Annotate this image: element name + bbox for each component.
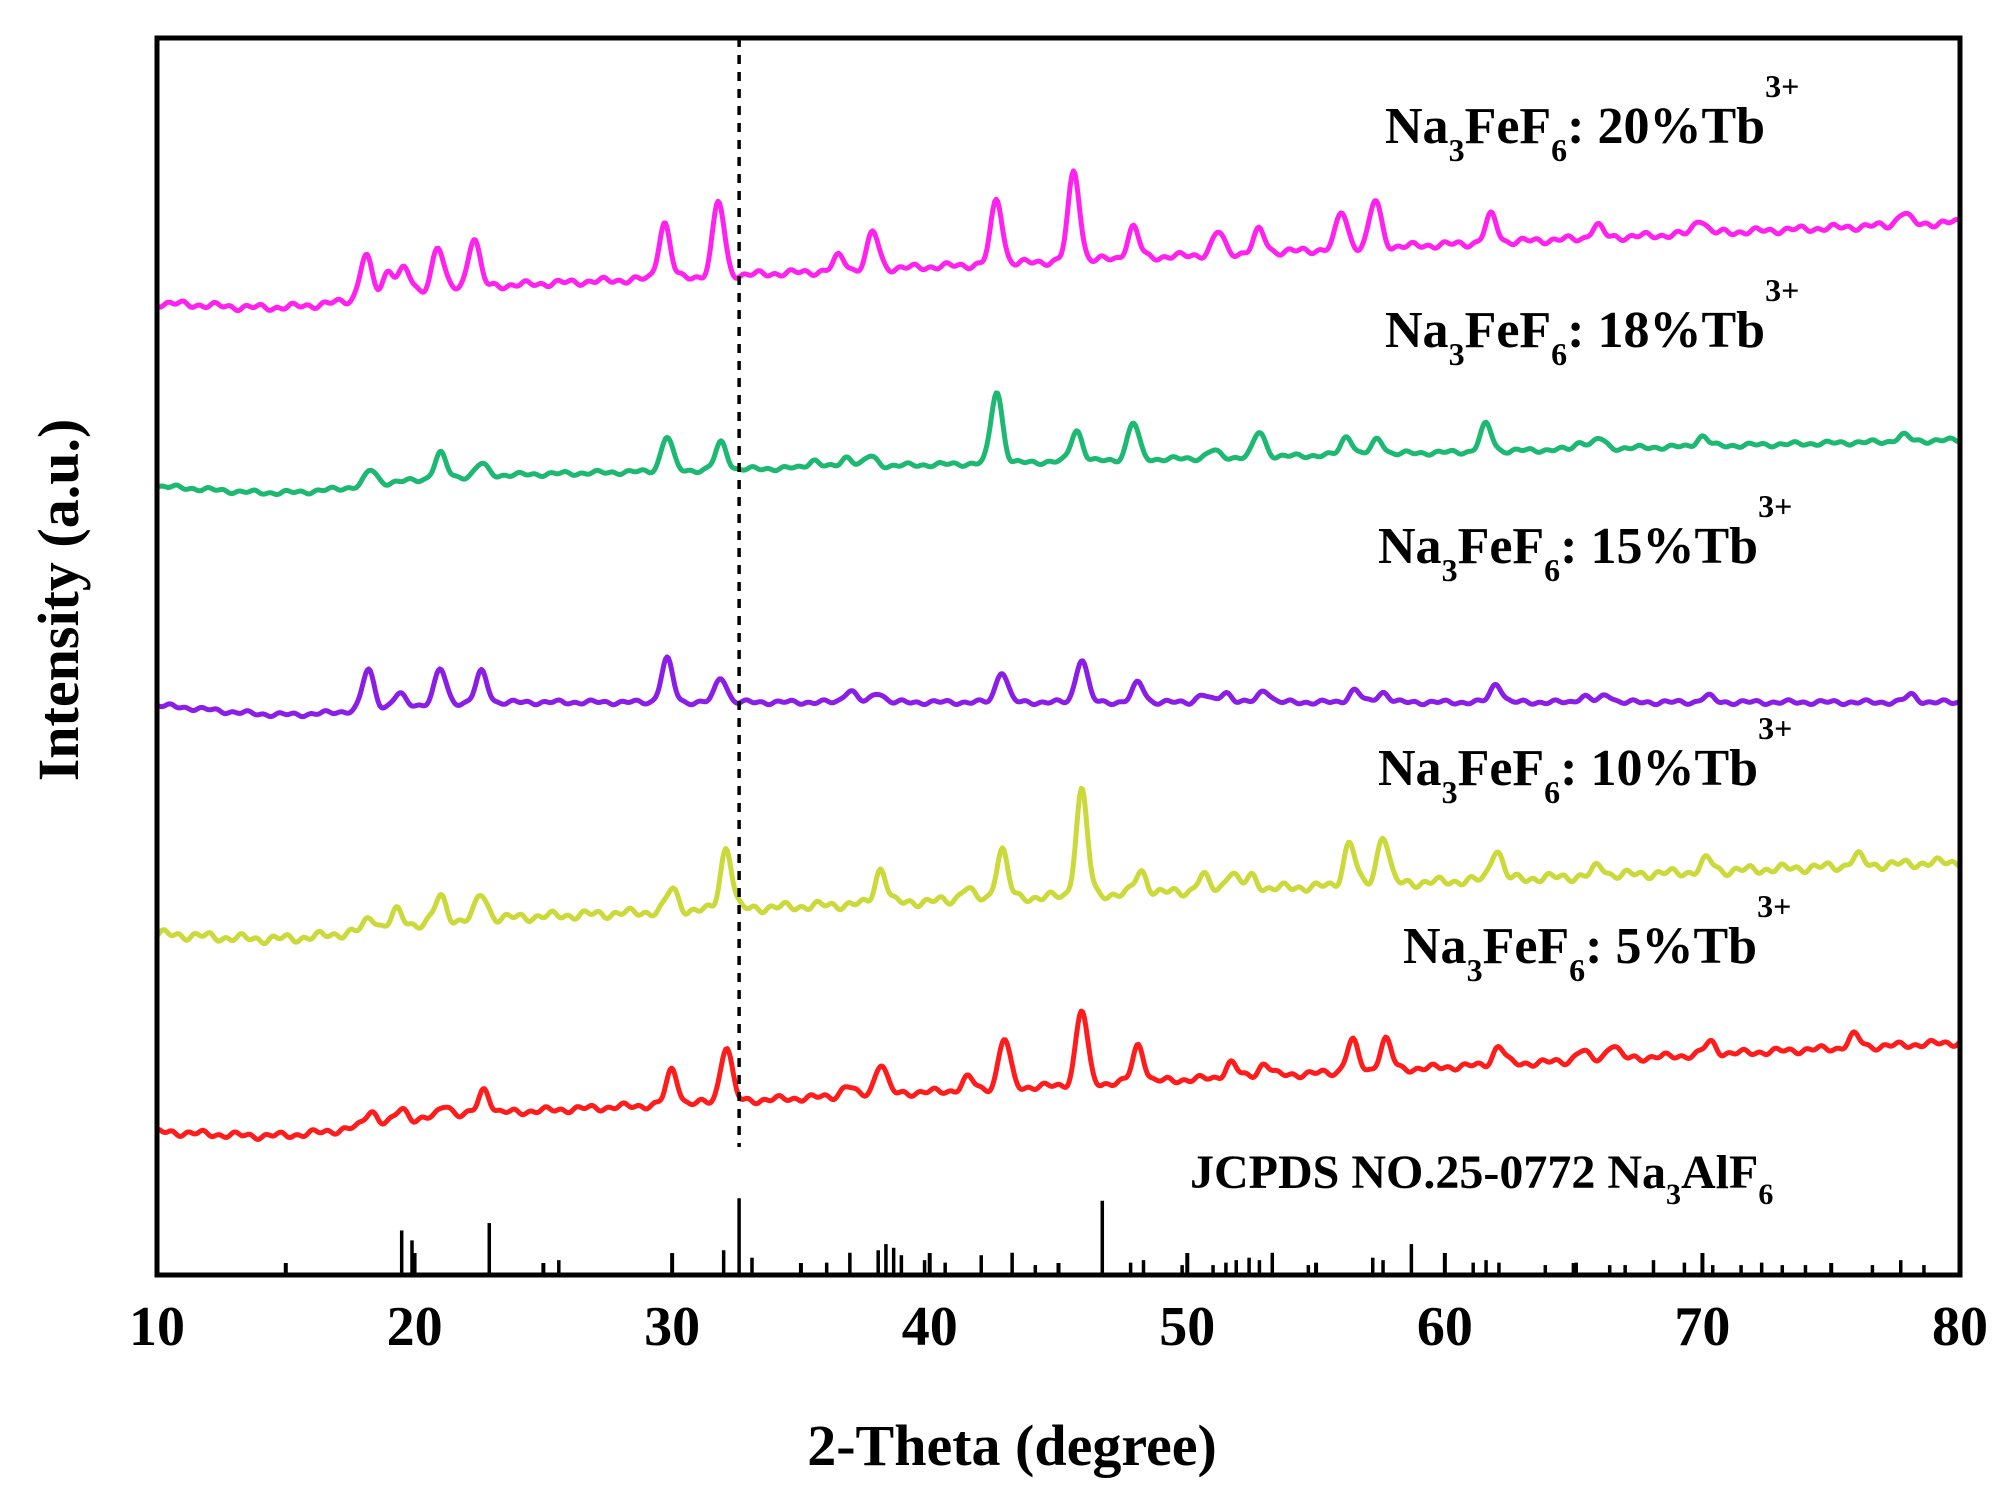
x-tick-label: 70 bbox=[1674, 1296, 1730, 1358]
series-label-3: Na3FeF6: 10%Tb3+ bbox=[1378, 710, 1792, 810]
series-layer bbox=[155, 168, 1961, 1142]
series-label-part: FeF bbox=[1458, 740, 1545, 797]
series-label-part: 6 bbox=[1569, 952, 1585, 988]
series-label-part: FeF bbox=[1465, 302, 1552, 359]
series-label-part: 3+ bbox=[1758, 710, 1792, 746]
x-axis-label: 2-Theta (degree) bbox=[807, 1413, 1217, 1478]
reference-pattern-layer: JCPDS NO.25-0772 Na3AlF6 bbox=[399, 1146, 1926, 1275]
series-label-part: FeF bbox=[1483, 918, 1570, 975]
x-tick-label: 50 bbox=[1159, 1296, 1215, 1358]
series-label-part: 3 bbox=[1449, 132, 1465, 168]
series-label-0: Na3FeF6: 20%Tb3+ bbox=[1385, 68, 1799, 168]
series-label-part: 3+ bbox=[1765, 68, 1799, 104]
series-label-part: Na bbox=[1378, 740, 1442, 797]
series-label-part: 6 bbox=[1544, 774, 1560, 810]
reference-label-part: 6 bbox=[1758, 1178, 1773, 1211]
x-tick-label: 20 bbox=[387, 1296, 443, 1358]
series-label-1: Na3FeF6: 18%Tb3+ bbox=[1385, 272, 1799, 372]
axis-layer: 10 20 30 40 50 60 70 80 bbox=[129, 35, 1988, 1358]
series-label-part: 6 bbox=[1544, 552, 1560, 588]
series-label-part: 3 bbox=[1442, 774, 1458, 810]
x-tick-label: 40 bbox=[902, 1296, 958, 1358]
x-tick-label: 30 bbox=[644, 1296, 700, 1358]
series-label-part: 6 bbox=[1551, 336, 1567, 372]
reference-label-part: 3 bbox=[1666, 1178, 1681, 1211]
series-label-part: : 10%Tb bbox=[1560, 740, 1758, 797]
series-label-part: : 5%Tb bbox=[1585, 918, 1757, 975]
x-tick-label: 80 bbox=[1932, 1296, 1988, 1358]
reference-label-part: JCPDS NO.25-0772 Na bbox=[1190, 1146, 1666, 1199]
x-tick-label: 10 bbox=[129, 1296, 185, 1358]
series-line-4 bbox=[156, 1008, 1961, 1142]
series-label-part: Na bbox=[1378, 518, 1442, 575]
series-label-layer: Na3FeF6: 20%Tb3+Na3FeF6: 18%Tb3+Na3FeF6:… bbox=[1378, 68, 1799, 988]
series-label-part: Na bbox=[1385, 302, 1449, 359]
series-label-part: Na bbox=[1385, 98, 1449, 155]
series-label-part: 3+ bbox=[1758, 488, 1792, 524]
series-label-part: 3+ bbox=[1757, 888, 1791, 924]
series-label-part: : 15%Tb bbox=[1560, 518, 1758, 575]
reference-pattern-label: JCPDS NO.25-0772 Na3AlF6 bbox=[1190, 1146, 1773, 1211]
reference-label-part: AlF bbox=[1681, 1146, 1758, 1199]
series-label-2: Na3FeF6: 15%Tb3+ bbox=[1378, 488, 1792, 588]
y-axis-label: Intensity (a.u.) bbox=[26, 419, 91, 782]
series-label-part: FeF bbox=[1458, 518, 1545, 575]
series-label-part: 6 bbox=[1551, 132, 1567, 168]
series-label-part: 3 bbox=[1442, 552, 1458, 588]
series-label-part: : 18%Tb bbox=[1567, 302, 1765, 359]
series-line-3 bbox=[155, 785, 1961, 947]
series-line-2 bbox=[156, 654, 1960, 720]
series-label-part: 3 bbox=[1467, 952, 1483, 988]
x-tick-label: 60 bbox=[1417, 1296, 1473, 1358]
series-label-part: Na bbox=[1403, 918, 1467, 975]
series-label-4: Na3FeF6: 5%Tb3+ bbox=[1403, 888, 1791, 988]
series-label-part: FeF bbox=[1465, 98, 1552, 155]
series-line-0 bbox=[155, 168, 1961, 314]
series-label-part: 3 bbox=[1449, 336, 1465, 372]
series-line-1 bbox=[155, 390, 1960, 497]
series-label-part: : 20%Tb bbox=[1567, 98, 1765, 155]
series-label-part: 3+ bbox=[1765, 272, 1799, 308]
